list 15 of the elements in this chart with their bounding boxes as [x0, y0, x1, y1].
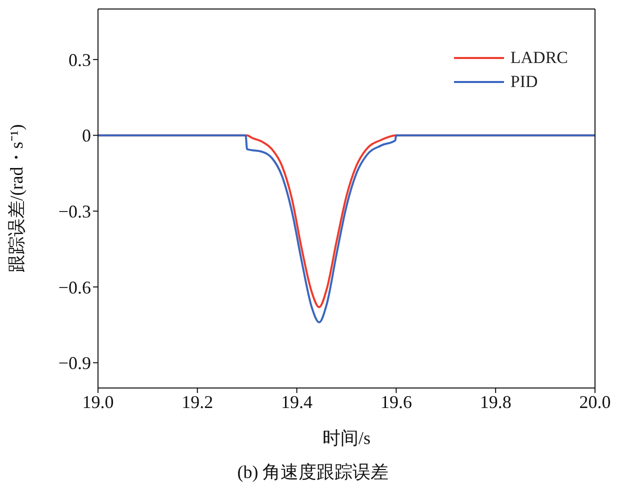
y-tick-label: 0.3	[68, 50, 91, 70]
y-tick-label: 0	[82, 126, 91, 146]
y-tick-label: −0.6	[58, 277, 91, 298]
x-tick-label: 19.4	[281, 392, 313, 412]
x-axis-title: 时间/s	[322, 428, 371, 448]
x-tick-label: 19.8	[480, 392, 512, 412]
x-tick-label: 19.0	[82, 392, 114, 412]
x-tick-label: 19.6	[380, 392, 412, 412]
text: (b) 角速度跟踪误差	[236, 461, 390, 484]
y-tick-label: −0.3	[58, 202, 91, 222]
x-tick-label: 19.2	[182, 392, 214, 412]
legend-label: PID	[510, 72, 538, 92]
legend-label: LADRC	[510, 48, 568, 68]
x-tick-label: 20.0	[579, 392, 611, 412]
y-tick-label: −0.9	[58, 353, 91, 374]
